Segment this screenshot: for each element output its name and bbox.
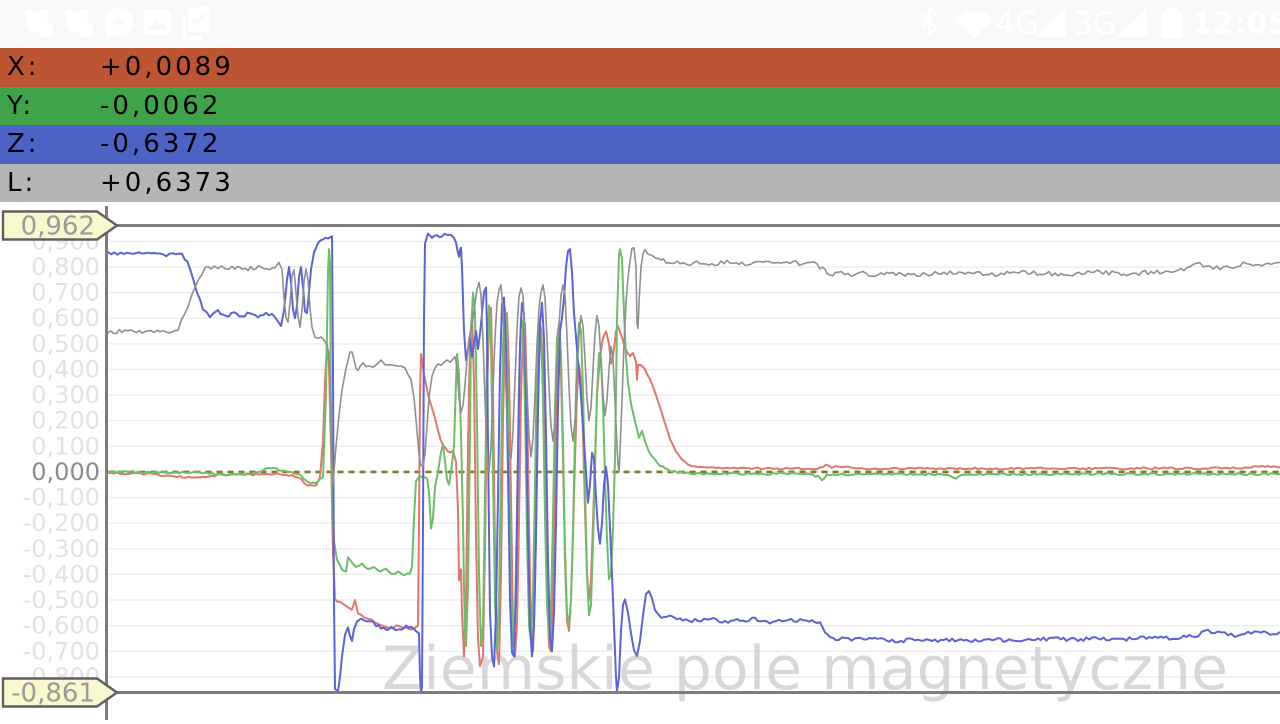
y-axis-tick-label: 0,000 xyxy=(31,458,100,486)
y-axis-tick-label: 0,600 xyxy=(31,304,100,332)
series-line-x xyxy=(106,307,1280,668)
series-line-y xyxy=(106,248,1280,653)
app-icon-1 xyxy=(25,9,53,37)
gallery-icon xyxy=(144,10,171,35)
sensor-readouts: X: +0,0089 Y: -0,0062 Z: -0,6372 L: +0,6… xyxy=(0,48,1280,202)
wifi-icon xyxy=(955,11,993,39)
y-axis-tick-label: 0,200 xyxy=(31,407,100,435)
y-axis-tick-label: 0,500 xyxy=(31,330,100,358)
y-axis-tick-label: -0,600 xyxy=(23,612,100,640)
readout-label-x: X: xyxy=(7,52,40,83)
max-value-flag-label: 0,962 xyxy=(21,212,95,242)
max-value-flag xyxy=(1,210,120,241)
readout-row-l: L: +0,6373 xyxy=(0,163,1280,202)
readout-row-y: Y: -0,0062 xyxy=(0,86,1280,125)
status-bar: 4G 3G 12:05 xyxy=(0,0,1280,48)
y-axis-tick-label: -0,300 xyxy=(23,535,100,563)
readout-label-y: Y: xyxy=(7,90,35,121)
readout-value-x: +0,0089 xyxy=(100,52,234,83)
y-axis-tick-label: 0,800 xyxy=(31,253,100,281)
y-axis-tick-label: -0,400 xyxy=(23,560,100,588)
y-axis-tick-label: 0,700 xyxy=(31,279,100,307)
readout-value-z: -0,6372 xyxy=(100,129,222,160)
min-value-flag xyxy=(1,677,120,708)
network-type-3g: 3G xyxy=(1073,6,1117,42)
readout-row-z: Z: -0,6372 xyxy=(0,125,1280,164)
readout-value-y: -0,0062 xyxy=(100,90,222,121)
y-axis-tick-label: -0,700 xyxy=(23,637,100,665)
messenger-icon xyxy=(105,8,133,39)
readout-row-x: X: +0,0089 xyxy=(0,48,1280,87)
signal-triangle-icon-2 xyxy=(1116,8,1147,37)
status-bar-icons xyxy=(25,6,1183,40)
screenshot-icon xyxy=(182,6,209,40)
min-value-flag-label: -0,861 xyxy=(11,679,95,709)
network-type-4g: 4G xyxy=(995,6,1039,42)
readout-label-l: L: xyxy=(7,167,37,198)
battery-icon xyxy=(1161,8,1183,38)
status-bar-clock: 12:05 xyxy=(1192,6,1280,40)
app-icon-2 xyxy=(65,9,93,37)
y-axis-tick-label: 0,400 xyxy=(31,355,100,383)
readout-value-l: +0,6373 xyxy=(100,167,234,198)
bluetooth-icon xyxy=(921,6,938,36)
signal-triangle-icon xyxy=(1035,8,1066,37)
y-axis-tick-label: -0,100 xyxy=(23,484,100,512)
y-axis-tick-label: 0,300 xyxy=(31,381,100,409)
y-axis-tick-label: -0,500 xyxy=(23,586,100,614)
y-axis-tick-label: 0,100 xyxy=(31,432,100,460)
series-line-z xyxy=(106,232,1280,693)
y-axis-tick-label: -0,200 xyxy=(23,509,100,537)
series-line-l xyxy=(106,247,1280,486)
readout-label-z: Z: xyxy=(7,129,40,160)
